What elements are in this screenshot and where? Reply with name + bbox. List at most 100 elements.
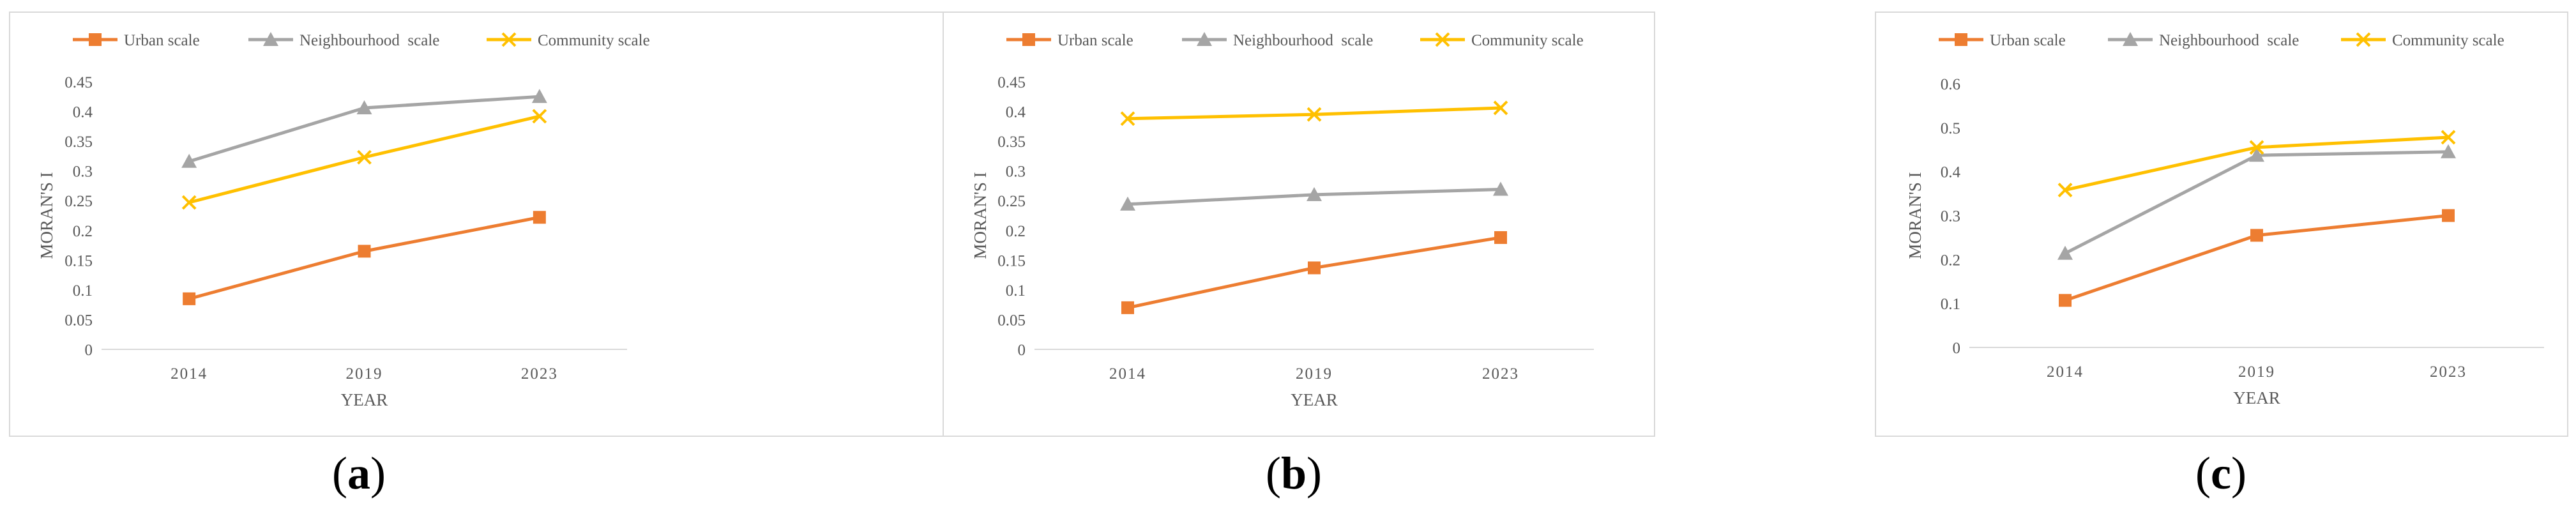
chart-b-ytick-label: 0.2 <box>1006 223 1026 240</box>
chart-c-series-urban-point <box>2250 229 2263 242</box>
chart-a-ytick-label: 0.2 <box>73 223 93 240</box>
chart-c-x-axis-title: YEAR <box>2233 388 2280 407</box>
chart-c-svg: 0 0.1 0.2 0.3 0.4 0.5 0.6 2014 2019 2023 YEAR MORAN… <box>1875 11 2568 437</box>
chart-panel-b: 0 0.05 0.1 0.15 0.2 0.25 0.3 0.35 0.4 0.45 2014 201… <box>943 11 1655 437</box>
chart-b-legend-urban-marker <box>1022 33 1035 46</box>
caption-c-open: ( <box>2195 448 2211 499</box>
chart-b-legend-community-label: Community scale <box>1471 32 1584 49</box>
chart-a-ytick-label: 0.25 <box>64 193 93 210</box>
chart-c-legend-neighbourhood-label: Neighbourhood scale <box>2159 32 2299 49</box>
caption-a-letter: a <box>347 448 370 499</box>
caption-c-letter: c <box>2211 448 2231 499</box>
chart-b-series-neighbourhood-point <box>1307 186 1322 201</box>
chart-a-frame <box>9 11 964 437</box>
chart-a-legend-neighbourhood-label: Neighbourhood scale <box>299 32 439 49</box>
chart-b-series-neighbourhood-point <box>1493 181 1508 196</box>
chart-panel-a: 0 0.05 0.1 0.15 0.2 0.25 0.3 0.35 0.4 0.45 2014 201… <box>9 11 964 437</box>
caption-b-close: ) <box>1307 448 1322 499</box>
chart-c-ytick-label: 0.6 <box>1941 76 1960 93</box>
chart-c-xtick-label: 2014 <box>2047 363 2084 381</box>
chart-b-legend-neighbourhood-label: Neighbourhood scale <box>1233 32 1373 49</box>
chart-a-ytick-label: 0.4 <box>73 104 93 121</box>
chart-b-series-urban-point <box>1121 301 1134 314</box>
chart-a-series-neighbourhood-point <box>181 153 197 168</box>
chart-c-series-urban-point <box>2059 294 2072 307</box>
caption-c: (c) <box>2125 447 2317 500</box>
chart-c-legend-community-label: Community scale <box>2392 32 2504 49</box>
chart-c-ytick-label: 0 <box>1953 340 1961 357</box>
chart-c-series-community-point <box>2249 140 2264 155</box>
chart-c-ytick-label: 0.2 <box>1941 252 1960 269</box>
chart-a-series-community-point <box>532 109 547 124</box>
chart-a-series-urban-point <box>533 211 546 224</box>
chart-b-xtick-label: 2019 <box>1296 365 1333 383</box>
caption-c-close: ) <box>2231 448 2246 499</box>
chart-a-series-community-point <box>181 195 197 210</box>
chart-b-series-community-point <box>1493 100 1508 116</box>
chart-panel-c: 0 0.1 0.2 0.3 0.4 0.5 0.6 2014 2019 2023 YEAR MORAN… <box>1875 11 2568 437</box>
chart-b-svg: 0 0.05 0.1 0.15 0.2 0.25 0.3 0.35 0.4 0.45 2014 201… <box>943 11 1655 437</box>
chart-a-ytick-label: 0.05 <box>64 312 93 329</box>
chart-a-svg: 0 0.05 0.1 0.15 0.2 0.25 0.3 0.35 0.4 0.45 2014 201… <box>9 11 964 437</box>
chart-a-ytick-label: 0.15 <box>64 252 93 270</box>
chart-c-series-neighbourhood-point <box>2249 148 2264 162</box>
caption-b-open: ( <box>1265 448 1281 499</box>
chart-b-ytick-label: 0.25 <box>997 193 1026 210</box>
chart-c-ytick-label: 0.5 <box>1941 120 1960 137</box>
chart-a-legend-urban-label: Urban scale <box>124 32 200 49</box>
chart-b-legend-urban-label: Urban scale <box>1057 32 1133 49</box>
chart-b-y-axis-title: MORAN'S I <box>971 172 990 259</box>
chart-a-xtick-label: 2023 <box>521 365 558 383</box>
chart-a-legend-community-label: Community scale <box>538 32 650 49</box>
chart-a-ytick-label: 0.35 <box>64 133 93 151</box>
chart-b-ytick-label: 0.1 <box>1006 282 1026 300</box>
chart-c-ytick-label: 0.1 <box>1941 296 1960 313</box>
chart-a-legend-community-marker <box>501 32 517 47</box>
chart-b-frame <box>943 11 1655 437</box>
chart-b-series-community-point <box>1307 107 1322 122</box>
chart-b-series-community-point <box>1120 111 1135 126</box>
chart-a-ytick-label: 0 <box>85 342 93 359</box>
chart-c-legend-urban-label: Urban scale <box>1990 32 2066 49</box>
chart-c-legend-neighbourhood-marker <box>2123 32 2138 46</box>
chart-c-series-neighbourhood-point <box>2441 144 2456 158</box>
chart-a-ytick-label: 0.45 <box>64 74 93 91</box>
chart-c-series-community-point <box>2441 130 2456 145</box>
chart-a-x-axis-title: YEAR <box>341 390 388 409</box>
chart-c-legend-community-marker <box>2356 32 2371 47</box>
caption-b: (b) <box>1198 447 1390 500</box>
caption-a: (a) <box>263 447 455 500</box>
caption-a-open: ( <box>332 448 347 499</box>
chart-b-ytick-label: 0.45 <box>997 74 1026 91</box>
chart-b-series-urban-point <box>1494 231 1507 244</box>
chart-a-y-axis-title: MORAN'S I <box>37 172 56 259</box>
chart-b-xtick-label: 2014 <box>1109 365 1146 383</box>
chart-c-series-neighbourhood-point <box>2057 245 2073 260</box>
chart-c-legend-urban-marker <box>1955 33 1967 46</box>
chart-b-xtick-label: 2023 <box>1482 365 1519 383</box>
chart-c-series-urban-point <box>2442 209 2455 222</box>
chart-b-legend-community-marker <box>1435 32 1450 47</box>
chart-c-xtick-label: 2019 <box>2238 363 2275 381</box>
caption-b-letter: b <box>1280 448 1307 499</box>
chart-c-series-community-point <box>2057 183 2073 197</box>
chart-a-series-neighbourhood-point <box>531 89 547 103</box>
chart-a-legend-urban-marker <box>89 33 102 46</box>
chart-c-ytick-label: 0.3 <box>1941 208 1960 225</box>
chart-c-frame <box>1875 11 2568 437</box>
chart-a-ytick-label: 0.3 <box>73 163 93 181</box>
chart-b-ytick-label: 0.05 <box>997 312 1026 329</box>
caption-a-close: ) <box>370 448 386 499</box>
chart-c-xtick-label: 2023 <box>2430 363 2467 381</box>
chart-a-xtick-label: 2019 <box>346 365 383 383</box>
chart-a-series-urban-point <box>358 245 371 258</box>
chart-b-series-neighbourhood-point <box>1120 196 1135 211</box>
chart-a-series-neighbourhood-point <box>356 100 372 114</box>
chart-c-ytick-label: 0.4 <box>1941 164 1961 181</box>
chart-a-legend-neighbourhood-marker <box>263 32 278 46</box>
chart-b-ytick-label: 0.4 <box>1006 104 1026 121</box>
chart-b-series-urban-point <box>1308 261 1321 275</box>
chart-b-x-axis-title: YEAR <box>1291 390 1338 409</box>
chart-a-xtick-label: 2014 <box>170 365 208 383</box>
chart-b-ytick-label: 0.15 <box>997 252 1026 270</box>
